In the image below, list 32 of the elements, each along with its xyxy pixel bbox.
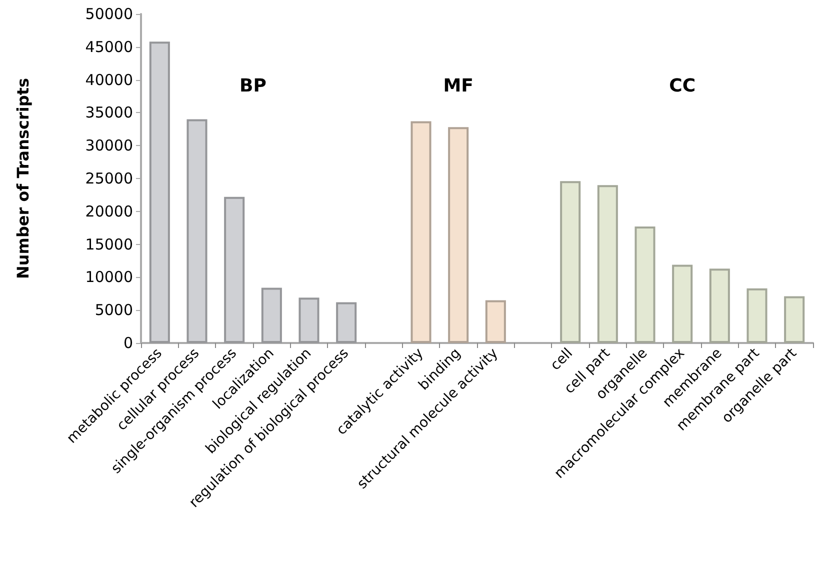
- y-tick-label: 40000: [85, 70, 133, 89]
- bar: [746, 288, 768, 343]
- y-tick-label: 15000: [85, 235, 133, 254]
- y-tick-label: 20000: [85, 202, 133, 220]
- y-tick-label: 25000: [85, 170, 133, 188]
- y-tick-label: 45000: [85, 38, 133, 56]
- y-tick-label: 5000: [94, 301, 133, 320]
- annotation: BP: [240, 76, 266, 96]
- bar: [672, 264, 693, 343]
- bar: [784, 296, 805, 343]
- bar: [186, 119, 208, 343]
- bar: [261, 288, 282, 343]
- bar: [410, 121, 432, 343]
- y-tick-label: 30000: [85, 136, 133, 155]
- y-axis-title: Number of Transcripts: [14, 78, 32, 279]
- bar: [149, 42, 170, 343]
- y-tick-label: 50000: [85, 5, 133, 23]
- y-tick-label: 10000: [85, 268, 133, 286]
- bar: [597, 185, 618, 343]
- annotation: MF: [443, 76, 474, 96]
- x-tick-label: cell: [548, 345, 576, 374]
- bar: [336, 302, 357, 343]
- bar: [448, 127, 469, 343]
- bar: [560, 181, 581, 343]
- bar: [224, 196, 245, 343]
- bar: [634, 226, 656, 343]
- y-tick-label: 0: [123, 334, 133, 352]
- bar: [485, 300, 506, 343]
- y-tick-label: 35000: [85, 104, 133, 122]
- annotation: CC: [669, 76, 696, 96]
- bar: [709, 268, 730, 343]
- bar: [298, 298, 320, 343]
